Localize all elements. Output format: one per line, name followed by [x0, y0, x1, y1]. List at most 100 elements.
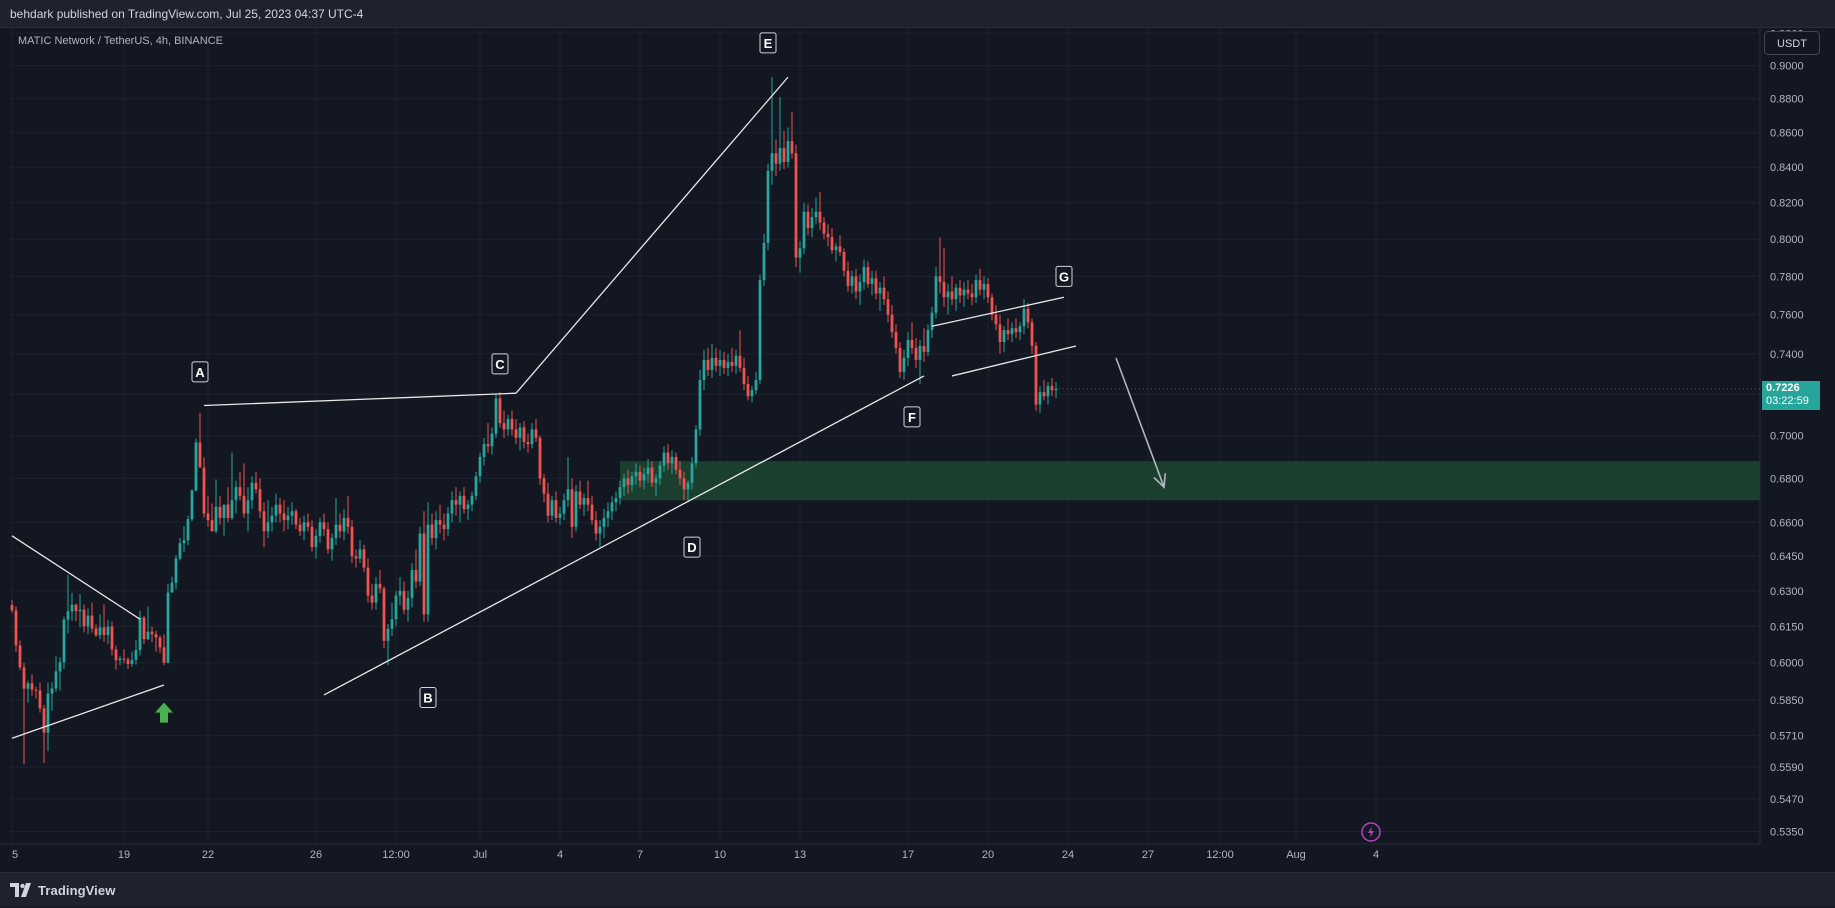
candle-body[interactable] [318, 522, 322, 536]
candle-body[interactable] [646, 467, 650, 475]
candle-body[interactable] [1038, 392, 1042, 405]
candle-body[interactable] [330, 538, 334, 550]
candle-body[interactable] [678, 469, 682, 479]
candle-body[interactable] [682, 478, 686, 490]
candle-body[interactable] [490, 433, 494, 447]
candle-body[interactable] [286, 515, 290, 521]
candle-body[interactable] [150, 631, 154, 635]
candle-body[interactable] [838, 246, 842, 253]
candle-body[interactable] [578, 491, 582, 505]
currency-button[interactable]: USDT [1764, 31, 1820, 55]
trend-line[interactable] [515, 76, 789, 394]
candle-body[interactable] [750, 390, 754, 397]
candle-body[interactable] [930, 312, 934, 331]
wave-label-e[interactable]: E [759, 32, 777, 54]
candle-body[interactable] [914, 347, 918, 360]
candle-body[interactable] [570, 489, 574, 527]
candle-body[interactable] [886, 299, 890, 315]
candle-body[interactable] [326, 529, 330, 550]
candle-body[interactable] [358, 549, 362, 559]
candle-body[interactable] [802, 211, 806, 249]
candle-body[interactable] [450, 500, 454, 514]
candle-body[interactable] [378, 583, 382, 589]
candle-body[interactable] [874, 278, 878, 294]
candle-body[interactable] [230, 500, 234, 518]
candle-body[interactable] [634, 471, 638, 477]
wave-label-b[interactable]: B [419, 686, 437, 708]
wave-label-a[interactable]: A [191, 361, 209, 383]
candle-body[interactable] [434, 520, 438, 539]
wave-label-g[interactable]: G [1055, 265, 1073, 287]
candle-body[interactable] [562, 500, 566, 514]
candle-body[interactable] [246, 500, 250, 514]
candle-body[interactable] [162, 647, 166, 663]
candle-body[interactable] [134, 650, 138, 660]
candle-body[interactable] [762, 242, 766, 281]
candle-body[interactable] [1002, 330, 1006, 342]
candle-body[interactable] [542, 478, 546, 494]
candle-body[interactable] [26, 683, 30, 689]
candle-body[interactable] [58, 662, 62, 672]
candle-body[interactable] [902, 357, 906, 372]
candle-body[interactable] [582, 498, 586, 505]
candle-body[interactable] [626, 478, 630, 485]
candle-body[interactable] [506, 418, 510, 430]
candle-body[interactable] [1050, 386, 1054, 391]
candle-body[interactable] [782, 148, 786, 162]
candle-body[interactable] [618, 487, 622, 499]
candle-body[interactable] [74, 604, 78, 612]
candle-body[interactable] [742, 367, 746, 385]
candle-body[interactable] [94, 628, 98, 636]
tradingview-brand[interactable]: TradingView [38, 882, 116, 898]
candle-body[interactable] [714, 357, 718, 366]
candle-body[interactable] [322, 522, 326, 530]
candle-body[interactable] [438, 520, 442, 525]
candle-body[interactable] [746, 384, 750, 397]
candle-body[interactable] [498, 398, 502, 424]
candle-body[interactable] [66, 611, 70, 620]
candle-body[interactable] [102, 627, 106, 635]
candle-body[interactable] [42, 708, 46, 733]
candle-body[interactable] [342, 517, 346, 532]
candle-body[interactable] [918, 345, 922, 360]
candle-body[interactable] [830, 237, 834, 251]
candle-body[interactable] [10, 604, 14, 611]
candle-body[interactable] [1014, 328, 1018, 333]
candle-body[interactable] [974, 280, 978, 298]
candle-body[interactable] [758, 280, 762, 380]
candle-body[interactable] [178, 543, 182, 559]
candle-body[interactable] [686, 482, 690, 490]
candle-body[interactable] [890, 314, 894, 333]
candle-body[interactable] [198, 442, 202, 468]
candle-body[interactable] [766, 170, 770, 243]
candle-body[interactable] [674, 456, 678, 470]
candle-body[interactable] [510, 418, 514, 430]
candle-body[interactable] [362, 549, 366, 568]
candle-body[interactable] [298, 524, 302, 532]
candle-body[interactable] [478, 456, 482, 477]
candle-body[interactable] [922, 345, 926, 352]
candle-body[interactable] [442, 524, 446, 530]
candle-body[interactable] [810, 217, 814, 229]
candle-body[interactable] [206, 513, 210, 521]
candle-body[interactable] [142, 617, 146, 640]
candle-body[interactable] [46, 693, 50, 733]
candle-body[interactable] [1030, 322, 1034, 346]
candle-body[interactable] [394, 595, 398, 620]
candle-body[interactable] [846, 270, 850, 286]
candle-body[interactable] [786, 141, 790, 162]
candle-body[interactable] [350, 526, 354, 557]
candle-body[interactable] [382, 588, 386, 641]
candle-body[interactable] [130, 659, 134, 664]
candle-body[interactable] [994, 314, 998, 325]
candle-body[interactable] [270, 515, 274, 523]
candle-body[interactable] [222, 504, 226, 518]
candle-body[interactable] [290, 511, 294, 516]
candle-body[interactable] [1010, 328, 1014, 335]
candle-body[interactable] [238, 487, 242, 496]
candle-body[interactable] [894, 332, 898, 348]
candle-body[interactable] [366, 567, 370, 596]
candle-body[interactable] [262, 511, 266, 532]
candle-body[interactable] [998, 324, 1002, 342]
